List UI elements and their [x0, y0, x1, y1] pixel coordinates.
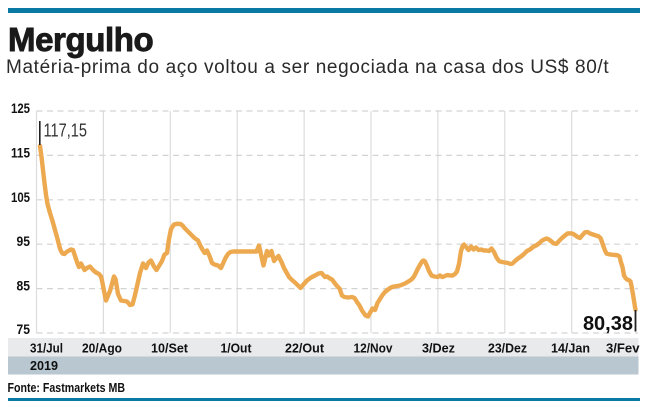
svg-text:3/Fev: 3/Fev — [606, 341, 640, 356]
svg-text:12/Nov: 12/Nov — [354, 341, 394, 356]
svg-text:105: 105 — [11, 190, 30, 205]
svg-text:3/Dez: 3/Dez — [422, 341, 455, 356]
svg-text:117,15: 117,15 — [44, 121, 88, 141]
svg-text:115: 115 — [11, 145, 30, 160]
svg-text:85: 85 — [17, 279, 31, 294]
svg-text:1/Out: 1/Out — [221, 341, 253, 356]
svg-text:75: 75 — [17, 322, 31, 337]
svg-text:23/Dez: 23/Dez — [488, 341, 527, 356]
svg-text:31/Jul: 31/Jul — [30, 341, 63, 356]
svg-text:22/Out: 22/Out — [285, 341, 325, 356]
svg-text:14/Jan: 14/Jan — [551, 341, 590, 356]
svg-text:125: 125 — [11, 101, 30, 116]
svg-text:20/Ago: 20/Ago — [82, 341, 122, 356]
svg-text:2019: 2019 — [30, 358, 58, 373]
svg-text:80,38: 80,38 — [583, 313, 633, 335]
svg-text:Fonte: Fastmarkets MB: Fonte: Fastmarkets MB — [8, 381, 126, 395]
svg-text:10/Set: 10/Set — [151, 341, 189, 356]
svg-text:95: 95 — [17, 234, 31, 249]
